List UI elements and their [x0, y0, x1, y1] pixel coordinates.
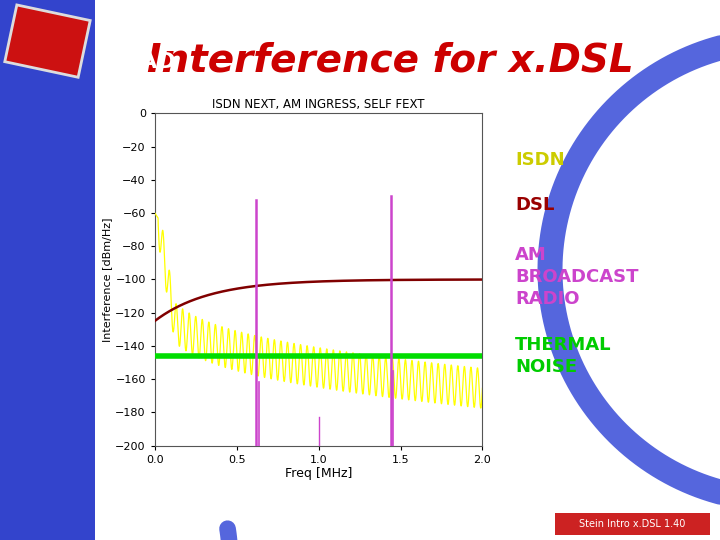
Bar — [95, 0, 720, 540]
Text: BROADCAST: BROADCAST — [515, 268, 639, 286]
Bar — [555, 513, 710, 535]
Text: RADIO: RADIO — [515, 290, 580, 308]
Text: DSL: DSL — [515, 196, 554, 214]
Text: RAD: RAD — [123, 52, 176, 72]
Y-axis label: Interference [dBm/Hz]: Interference [dBm/Hz] — [102, 217, 112, 342]
Bar — [0, 0, 95, 540]
Text: AM: AM — [515, 246, 546, 264]
Text: THERMAL: THERMAL — [515, 336, 611, 354]
Bar — [5, 5, 90, 77]
X-axis label: Freq [MHz]: Freq [MHz] — [285, 467, 352, 480]
Text: ISDN: ISDN — [515, 151, 564, 169]
Text: Stein Intro x.DSL 1.40: Stein Intro x.DSL 1.40 — [579, 519, 685, 529]
Title: ISDN NEXT, AM INGRESS, SELF FEXT: ISDN NEXT, AM INGRESS, SELF FEXT — [212, 98, 425, 111]
Text: Interference for x.DSL: Interference for x.DSL — [147, 41, 634, 79]
Text: NOISE: NOISE — [515, 358, 577, 376]
